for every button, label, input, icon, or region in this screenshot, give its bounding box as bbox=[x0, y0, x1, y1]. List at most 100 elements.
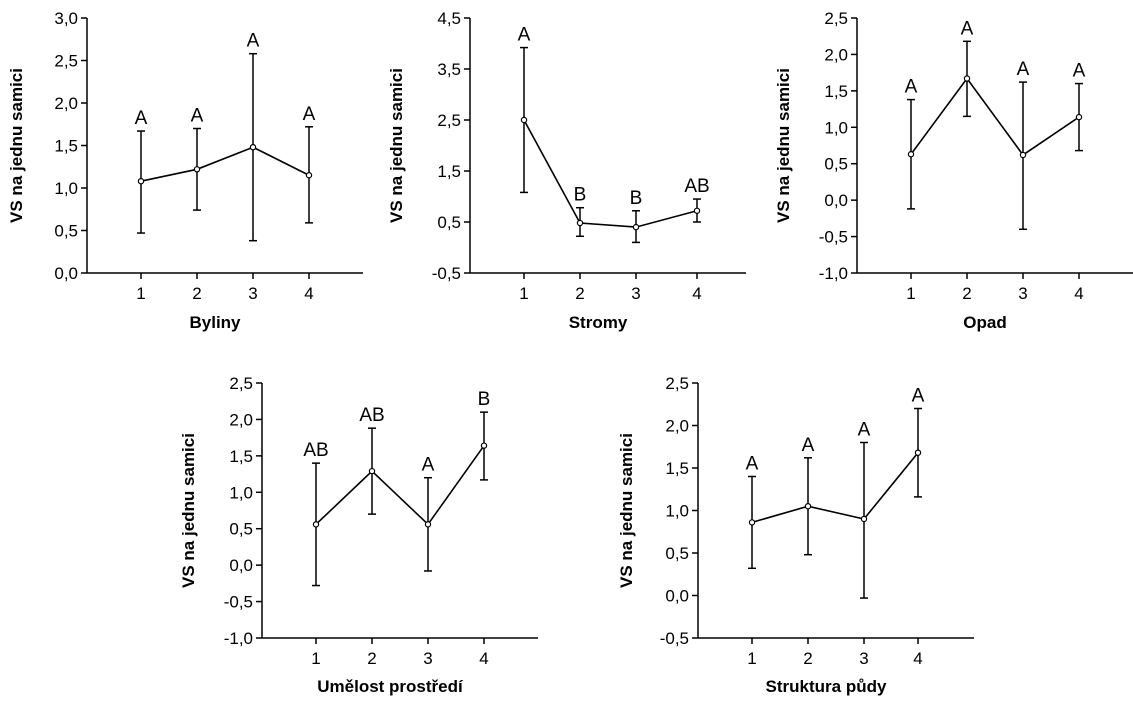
significance-label: AB bbox=[359, 405, 384, 426]
x-tick-label: 2 bbox=[962, 284, 971, 303]
x-tick-label: 3 bbox=[248, 284, 257, 303]
significance-label: A bbox=[802, 435, 815, 456]
significance-label: A bbox=[961, 18, 974, 39]
series-line bbox=[523, 119, 698, 228]
y-tick-label: -0,5 bbox=[224, 593, 253, 612]
y-tick-label: 3,0 bbox=[54, 9, 78, 28]
significance-label: A bbox=[135, 108, 148, 129]
data-point bbox=[424, 521, 432, 528]
y-axis-title: VS na jednu samici bbox=[387, 68, 406, 223]
data-point bbox=[804, 503, 812, 510]
data-point bbox=[1075, 113, 1083, 121]
chart-panel: -0,5 0,5 1,5 2,5 3,5 4,5 1 2 3 4 Stromy VS na jednu… bbox=[387, 9, 746, 332]
x-tick-label: 4 bbox=[692, 284, 701, 303]
x-axis-title: Umělost prostředí bbox=[317, 677, 464, 696]
y-tick-label: 2,0 bbox=[824, 45, 848, 64]
y-tick-label: 0,5 bbox=[824, 155, 848, 174]
y-tick-label: 0,0 bbox=[54, 264, 78, 283]
significance-label: A bbox=[746, 454, 759, 475]
chart-panel: 0,0 0,5 1,0 1,5 2,0 2,5 3,0 1 2 3 4 Byliny VS na jed… bbox=[7, 9, 363, 332]
x-tick-label: 1 bbox=[519, 284, 528, 303]
y-tick-label: 0,5 bbox=[665, 544, 689, 563]
significance-label: A bbox=[422, 455, 435, 476]
data-point bbox=[632, 223, 640, 231]
y-tick-label: 1,5 bbox=[229, 447, 253, 466]
y-axis-title: VS na jednu samici bbox=[617, 433, 636, 588]
y-tick-label: 1,5 bbox=[824, 82, 848, 101]
y-tick-label: -0,5 bbox=[432, 264, 461, 283]
significance-label: A bbox=[191, 106, 204, 127]
chart-panel: -1,0 -0,5 0,0 0,5 1,0 1,5 2,0 2,5 1 2 3 4 Umělost pr… bbox=[179, 374, 538, 696]
y-tick-label: 2,5 bbox=[229, 374, 253, 393]
significance-label: A bbox=[858, 420, 871, 441]
y-tick-label: 2,0 bbox=[665, 417, 689, 436]
x-tick-label: 4 bbox=[1074, 284, 1083, 303]
y-tick-label: 1,0 bbox=[54, 179, 78, 198]
series-line bbox=[751, 452, 919, 524]
y-tick-label: 1,0 bbox=[665, 502, 689, 521]
data-point bbox=[193, 166, 201, 173]
data-point bbox=[520, 116, 528, 124]
y-axis-title: VS na jednu samici bbox=[179, 433, 198, 588]
chart-panel: -1,0 -0,5 0,0 0,5 1,0 1,5 2,0 2,5 1 2 3 4 Opad VS na … bbox=[774, 9, 1133, 332]
x-tick-label: 4 bbox=[479, 649, 488, 668]
significance-label: A bbox=[303, 104, 316, 125]
data-point bbox=[914, 449, 922, 456]
x-tick-label: 3 bbox=[423, 649, 432, 668]
significance-label: AB bbox=[684, 176, 709, 197]
significance-label: A bbox=[905, 77, 918, 98]
x-tick-label: 4 bbox=[913, 649, 922, 668]
y-tick-label: 4,5 bbox=[437, 9, 461, 28]
significance-label: B bbox=[630, 188, 643, 209]
data-point bbox=[576, 219, 584, 227]
y-tick-label: 2,5 bbox=[665, 374, 689, 393]
x-tick-label: 1 bbox=[747, 649, 756, 668]
x-axis-title: Stromy bbox=[569, 313, 628, 332]
x-tick-label: 1 bbox=[906, 284, 915, 303]
y-tick-label: 0,5 bbox=[54, 222, 78, 241]
y-tick-label: 1,0 bbox=[824, 118, 848, 137]
x-tick-label: 1 bbox=[136, 284, 145, 303]
significance-label: AB bbox=[303, 440, 328, 461]
chart-panel: -0,5 0,0 0,5 1,0 1,5 2,0 2,5 1 2 3 4 Struktura půdy… bbox=[617, 374, 974, 696]
data-point bbox=[368, 467, 376, 475]
x-tick-label: 2 bbox=[192, 284, 201, 303]
y-tick-label: 1,5 bbox=[54, 137, 78, 156]
data-point bbox=[312, 521, 320, 528]
x-tick-label: 2 bbox=[803, 649, 812, 668]
data-point bbox=[480, 442, 488, 449]
x-tick-label: 1 bbox=[311, 649, 320, 668]
significance-label: A bbox=[912, 386, 925, 407]
y-tick-label: 2,5 bbox=[824, 9, 848, 28]
y-tick-label: 0,0 bbox=[665, 587, 689, 606]
data-point bbox=[963, 75, 971, 82]
data-point bbox=[748, 519, 756, 526]
y-tick-label: 0,5 bbox=[437, 213, 461, 232]
significance-label: A bbox=[1073, 61, 1086, 82]
x-axis-title: Struktura půdy bbox=[766, 677, 887, 696]
y-tick-label: 1,5 bbox=[665, 459, 689, 478]
y-tick-label: 2,5 bbox=[437, 111, 461, 130]
data-point bbox=[137, 177, 145, 185]
y-tick-label: -1,0 bbox=[819, 264, 848, 283]
data-point bbox=[907, 151, 915, 158]
data-point bbox=[860, 515, 868, 523]
y-tick-label: 0,0 bbox=[229, 556, 253, 575]
y-tick-label: 0,0 bbox=[824, 191, 848, 210]
y-tick-label: 1,0 bbox=[229, 483, 253, 502]
significance-label: A bbox=[247, 31, 260, 52]
series-line bbox=[315, 445, 485, 526]
y-tick-label: 0,5 bbox=[229, 520, 253, 539]
x-tick-label: 3 bbox=[859, 649, 868, 668]
y-tick-label: 2,0 bbox=[229, 410, 253, 429]
y-tick-label: -0,5 bbox=[819, 228, 848, 247]
data-point bbox=[693, 207, 701, 214]
significance-label: B bbox=[574, 185, 587, 206]
y-tick-label: 1,5 bbox=[437, 162, 461, 181]
y-tick-label: -0,5 bbox=[660, 629, 689, 648]
x-tick-label: 3 bbox=[1018, 284, 1027, 303]
data-point bbox=[249, 143, 257, 151]
y-axis-title: VS na jednu samici bbox=[7, 68, 26, 223]
data-point bbox=[305, 172, 313, 179]
